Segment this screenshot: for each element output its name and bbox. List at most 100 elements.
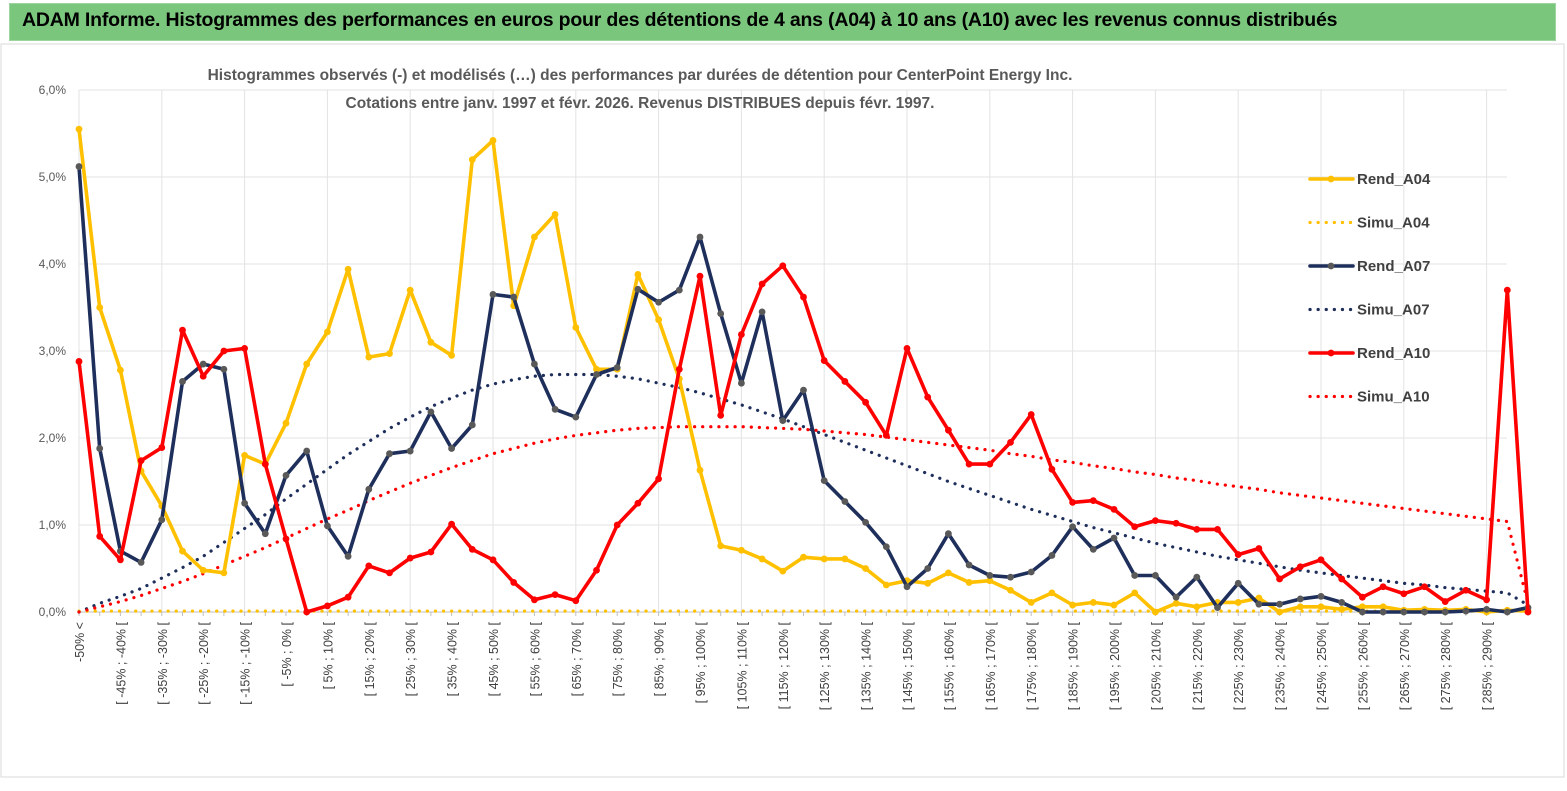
x-tick-label: [ -25% ; -20% [ [197,621,211,704]
rend-a07-point [199,360,207,368]
rend-a07-point [1276,600,1283,608]
rend-a10-point [1048,465,1056,473]
x-tick-label: [ 225% ; 230% [ [1232,621,1246,710]
rend-a07-point [261,530,269,538]
x-tick-label: [ 115% ; 120% [ [777,621,791,709]
rend-a04-point [1234,599,1242,606]
rend-a04-point [75,125,83,133]
x-tick-label: [ 255% ; 260% [ [1356,621,1370,710]
rend-a04-point [1110,601,1118,609]
rend-a07-point [282,472,290,479]
simu-a10-line [77,425,1530,614]
rend-a04-point [717,542,725,550]
rend-a07-point [137,559,145,566]
y-tick-label: 3,0% [39,344,67,358]
rend-a07-point [1483,605,1490,613]
rend-a07-point [593,371,600,378]
x-tick-label: [ -15% ; -10% [ [239,621,253,704]
rend-a04-point [303,360,311,368]
rend-a04-point [965,579,973,586]
rend-a10-point [96,532,104,540]
rend-a07-point [303,447,311,455]
rend-a07-point [1255,600,1263,608]
rend-a04-point [1172,599,1180,607]
x-tick-label: [ 45% ; 50% [ [487,621,501,696]
rend-a07-point [1234,579,1242,587]
rend-a04-point [1193,603,1201,611]
y-tick-label: 0,0% [39,605,67,619]
rend-a04-point [1048,589,1056,597]
rend-a07-point [1007,573,1014,581]
rend-a04-point [199,566,207,574]
rend-a10-point [986,460,994,468]
rend-a07-point [386,450,393,458]
rend-a10-point [1441,598,1449,605]
rend-a10-point [241,344,249,352]
x-tick-label: [ 105% ; 110% [ [735,621,749,709]
rend-a04-point [386,350,393,358]
rend-a07-point [965,561,973,569]
legend-marker-rend-a04 [1327,175,1335,183]
rend-a07-point [613,364,621,371]
chart-title-line-1: Histogrammes observés (-) et modélisés (… [208,67,1073,84]
rend-a04-point [324,328,331,336]
rend-a04-point [945,569,952,577]
rend-a10-point [841,378,849,385]
rend-a07-point [696,233,704,241]
rend-a04-point [634,271,642,278]
rend-a04-point [1276,608,1283,616]
rend-a10-point [324,602,331,610]
rend-a04-point [489,137,497,144]
rend-a04-point [179,547,186,555]
rend-a10-point [924,393,932,401]
rend-a10-point [862,398,869,406]
rend-a07-point [945,530,952,538]
rend-a10-point [1069,498,1076,506]
rend-a10-point [282,535,290,543]
rend-a10-point [344,593,352,601]
rend-a04-point [924,579,932,587]
rend-a10-point [179,326,186,334]
x-tick-label: [ 205% ; 210% [ [1149,621,1163,710]
rend-a07-point [1193,573,1201,581]
rend-a10-point [1296,563,1304,571]
rend-a07-point [551,405,559,413]
rend-a10-point [158,444,166,451]
x-tick-label: [ 5% ; 10% [ [321,621,335,689]
rend-a10-point [717,411,725,419]
x-tick-label: [ -35% ; -30% [ [156,621,170,704]
rend-a04-point [820,555,828,563]
rend-a07-point [1131,572,1139,579]
rend-a10-point [572,597,580,605]
rend-a10-point [1276,575,1283,583]
rend-a07-point [1296,595,1304,603]
rend-a07-point [158,516,166,524]
rend-a10-point [489,556,497,564]
rend-a04-point [1338,605,1346,613]
rend-a04-point [882,581,890,589]
rend-a07-point [1110,534,1118,542]
rend-a10-point [220,347,228,355]
rend-a10-point [1007,438,1014,446]
x-tick-label: [ 175% ; 180% [ [1025,621,1039,710]
rend-a10-point [634,499,642,507]
rend-a04-point [986,577,994,585]
rend-a10-point [696,272,704,280]
rend-a07-point [924,565,932,572]
rend-a07-point [468,421,476,429]
x-tick-label: [ 185% ; 190% [ [1067,621,1081,710]
rend-a07-point [1503,608,1511,616]
rend-a10-point [738,331,745,338]
rend-a04-point [1089,599,1097,606]
rend-a07-point [1400,608,1408,616]
rend-a07-point [1462,607,1470,615]
rend-a04-point [593,365,600,373]
rend-a10-point [1359,593,1366,601]
rend-a04-point [220,569,228,577]
rend-a04-point [406,286,414,294]
rend-a10-point [613,521,621,529]
rend-a10-point [1152,517,1159,525]
rend-a04-point [344,265,352,273]
rend-a07-point [531,360,538,368]
x-tick-label: [ 125% ; 130% [ [818,621,832,710]
